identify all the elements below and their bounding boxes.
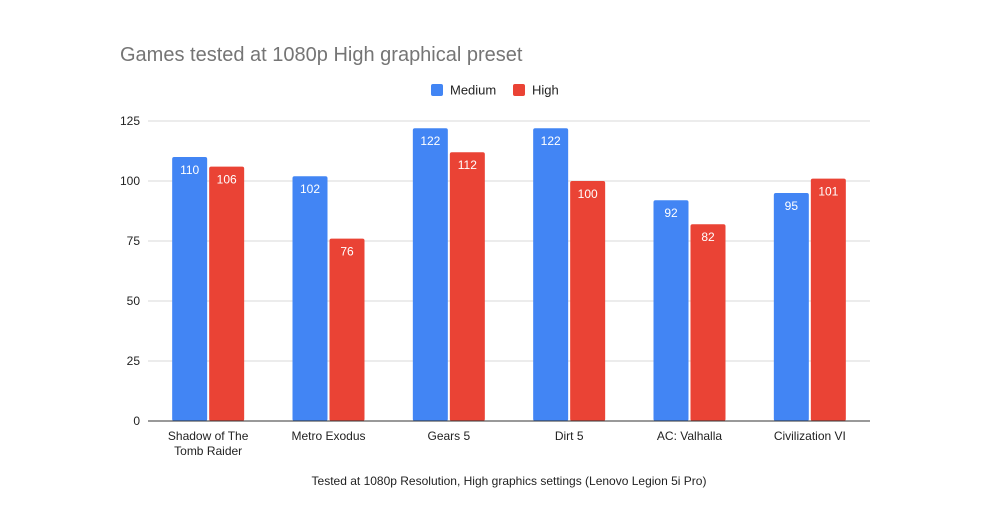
bar-medium <box>412 128 448 421</box>
data-label: 122 <box>420 134 440 148</box>
bars: 110 106 102 76 122 112 122 100 92 82 95 101 <box>172 128 846 421</box>
bar-high <box>570 181 606 421</box>
y-tick-label: 75 <box>127 234 141 248</box>
legend: Medium High <box>431 83 559 98</box>
y-tick-label: 0 <box>133 414 140 428</box>
y-tick-label: 25 <box>127 354 141 368</box>
bar-medium <box>292 176 328 421</box>
bar-medium <box>773 193 809 421</box>
x-category-label: Tomb Raider <box>174 444 242 458</box>
data-label: 100 <box>578 187 598 201</box>
data-label: 76 <box>340 245 354 259</box>
data-label: 102 <box>300 182 320 196</box>
data-label: 101 <box>818 185 838 199</box>
bar-high <box>449 152 485 421</box>
bar-high <box>690 224 726 421</box>
data-label: 110 <box>180 163 199 177</box>
x-category-label: Dirt 5 <box>555 429 584 443</box>
bar-high <box>810 178 846 421</box>
bar-medium <box>653 200 689 421</box>
gridlines <box>148 120 870 362</box>
x-category-label: AC: Valhalla <box>657 429 722 443</box>
x-category-label: Civilization VI <box>774 429 846 443</box>
data-label: 106 <box>217 173 237 187</box>
x-category-label: Gears 5 <box>427 429 470 443</box>
bar-high <box>329 238 365 421</box>
bar-medium <box>172 157 208 421</box>
legend-swatch-medium <box>431 84 443 96</box>
data-label: 92 <box>664 206 678 220</box>
bar-medium <box>533 128 569 421</box>
x-category-label: Shadow of The <box>168 429 249 443</box>
y-tick-label: 125 <box>120 114 140 128</box>
legend-swatch-high <box>513 84 525 96</box>
y-axis-ticks: 0 25 50 75 100 125 <box>120 114 140 428</box>
bar-high <box>209 166 245 421</box>
legend-label-high: High <box>532 83 559 98</box>
legend-label-medium: Medium <box>450 83 496 98</box>
data-label: 122 <box>541 134 561 148</box>
chart-title: Games tested at 1080p High graphical pre… <box>120 44 523 66</box>
data-label: 95 <box>785 199 799 213</box>
x-axis-title: Tested at 1080p Resolution, High graphic… <box>312 474 707 488</box>
x-category-label: Metro Exodus <box>291 429 365 443</box>
y-tick-label: 50 <box>127 294 141 308</box>
y-tick-label: 100 <box>120 174 140 188</box>
data-label: 82 <box>701 230 715 244</box>
data-label: 112 <box>458 158 477 172</box>
